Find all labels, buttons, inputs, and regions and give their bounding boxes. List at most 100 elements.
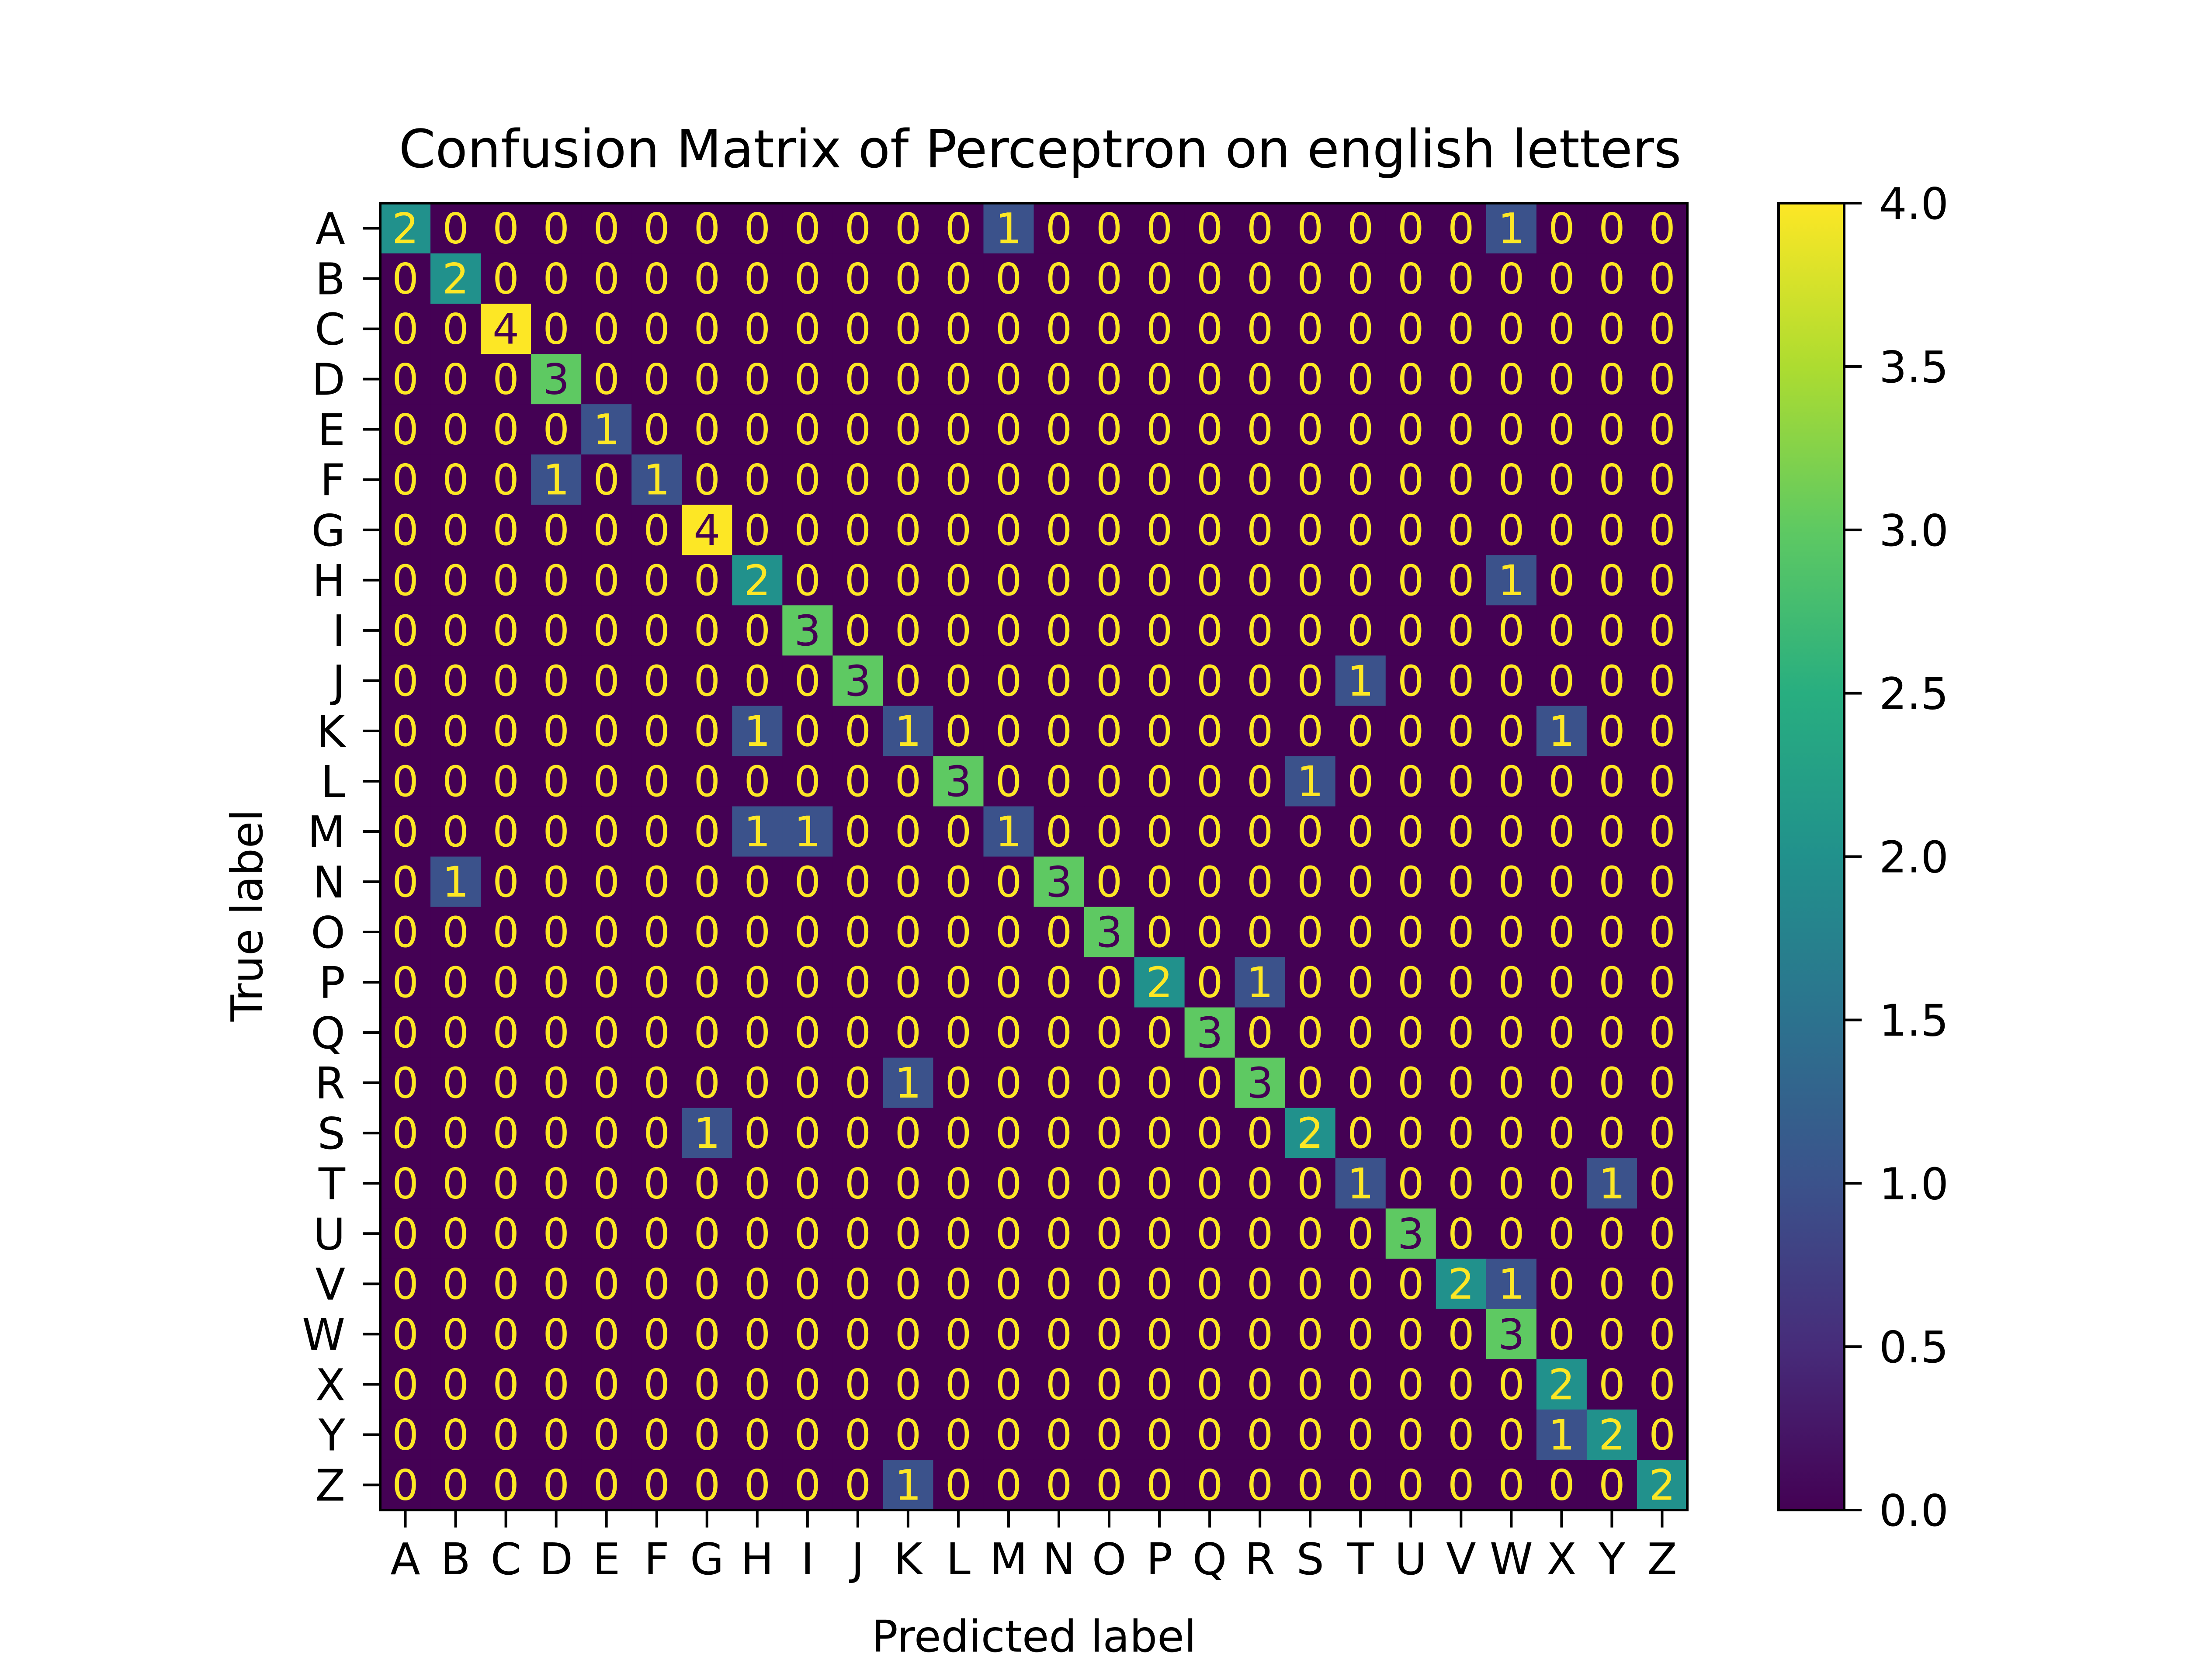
x-tick-label: G bbox=[690, 1534, 724, 1585]
heatmap-cell bbox=[1285, 555, 1336, 606]
heatmap-cell bbox=[1084, 756, 1135, 807]
cell-value: 0 bbox=[593, 305, 620, 354]
cell-value: 0 bbox=[543, 807, 569, 856]
cell-value: 0 bbox=[1146, 1209, 1173, 1258]
heatmap-cell bbox=[933, 454, 984, 505]
cell-value: 0 bbox=[1247, 1008, 1273, 1057]
heatmap-cell bbox=[1285, 1258, 1336, 1309]
cell-value: 0 bbox=[392, 1410, 419, 1459]
cell-value: 0 bbox=[1347, 556, 1374, 605]
heatmap-cell bbox=[1586, 1409, 1637, 1460]
x-tick-label: X bbox=[1547, 1534, 1577, 1585]
heatmap-cell bbox=[1184, 304, 1235, 354]
heatmap-cell bbox=[782, 1108, 833, 1159]
heatmap-cell bbox=[1034, 1108, 1085, 1159]
heatmap-cell bbox=[933, 555, 984, 606]
cell-value: 0 bbox=[1347, 858, 1374, 907]
heatmap-cell bbox=[1335, 655, 1386, 706]
cell-value: 0 bbox=[392, 1461, 419, 1510]
heatmap-cell bbox=[1586, 1007, 1637, 1058]
heatmap-cell bbox=[1084, 1108, 1135, 1159]
heatmap-cell bbox=[682, 1007, 732, 1058]
cell-value: 0 bbox=[1045, 908, 1072, 957]
heatmap-cell bbox=[1536, 756, 1587, 807]
cell-value: 0 bbox=[643, 204, 670, 253]
heatmap-cell bbox=[531, 1007, 582, 1058]
cell-value: 0 bbox=[1297, 556, 1324, 605]
heatmap-cell bbox=[732, 1108, 783, 1159]
cell-value: 0 bbox=[1247, 1461, 1273, 1510]
cell-value: 0 bbox=[442, 707, 469, 756]
heatmap-cell bbox=[832, 957, 883, 1008]
heatmap-cell bbox=[933, 253, 984, 304]
heatmap-cell bbox=[481, 655, 531, 706]
cell-value: 0 bbox=[593, 1461, 620, 1510]
heatmap-cell bbox=[1486, 907, 1537, 958]
heatmap-cell bbox=[380, 505, 431, 555]
cell-value: 0 bbox=[1247, 1310, 1273, 1359]
heatmap-cell bbox=[1134, 1208, 1185, 1259]
cell-value: 0 bbox=[1096, 958, 1123, 1007]
heatmap-cell bbox=[782, 1057, 833, 1108]
cell-value: 0 bbox=[593, 858, 620, 907]
cell-value: 0 bbox=[1448, 255, 1474, 304]
cell-value: 0 bbox=[1548, 1008, 1575, 1057]
heatmap-cell bbox=[631, 454, 682, 505]
heatmap-cell bbox=[782, 806, 833, 857]
heatmap-cell bbox=[883, 957, 934, 1008]
cell-value: 0 bbox=[995, 405, 1022, 454]
heatmap-cell bbox=[531, 706, 582, 757]
cell-value: 0 bbox=[1197, 1059, 1223, 1108]
cell-value: 1 bbox=[1599, 1159, 1625, 1208]
heatmap-cell bbox=[380, 1258, 431, 1309]
cell-value: 1 bbox=[1347, 1159, 1374, 1208]
heatmap-cell bbox=[933, 505, 984, 555]
cell-value: 0 bbox=[995, 1008, 1022, 1057]
heatmap-cell bbox=[983, 505, 1034, 555]
cell-value: 0 bbox=[1247, 1109, 1273, 1158]
heatmap-cell bbox=[1436, 1108, 1487, 1159]
heatmap-cell bbox=[1385, 706, 1436, 757]
cell-value: 1 bbox=[1498, 1260, 1525, 1309]
heatmap-cell bbox=[1637, 806, 1688, 857]
cell-value: 0 bbox=[392, 858, 419, 907]
heatmap-cell bbox=[732, 856, 783, 908]
cell-value: 0 bbox=[593, 657, 620, 706]
cell-value: 0 bbox=[1398, 908, 1424, 957]
colorbar-tick-label: 0.5 bbox=[1879, 1322, 1949, 1373]
heatmap-cell bbox=[1385, 1359, 1436, 1410]
x-tick-label: U bbox=[1395, 1534, 1427, 1585]
cell-value: 0 bbox=[492, 556, 519, 605]
heatmap-cell bbox=[430, 1409, 481, 1460]
heatmap-cell bbox=[1486, 1409, 1537, 1460]
heatmap-cell bbox=[1235, 354, 1286, 405]
cell-value: 0 bbox=[995, 1209, 1022, 1258]
heatmap-cell bbox=[732, 1409, 783, 1460]
cell-value: 0 bbox=[1096, 305, 1123, 354]
heatmap-cell bbox=[1637, 605, 1688, 656]
heatmap-cell bbox=[481, 555, 531, 606]
cell-value: 0 bbox=[744, 958, 770, 1007]
heatmap-cell bbox=[832, 756, 883, 807]
heatmap-cell bbox=[581, 1158, 632, 1209]
cell-value: 1 bbox=[1297, 757, 1324, 806]
heatmap-cell bbox=[481, 1057, 531, 1108]
heatmap-cell bbox=[531, 253, 582, 304]
cell-value: 0 bbox=[794, 757, 821, 806]
heatmap-cell bbox=[1235, 1057, 1286, 1108]
heatmap-cell bbox=[1184, 253, 1235, 304]
cell-value: 3 bbox=[543, 355, 569, 404]
cell-value: 0 bbox=[1096, 1410, 1123, 1459]
cell-value: 0 bbox=[643, 1209, 670, 1258]
cell-value: 0 bbox=[945, 1260, 971, 1309]
heatmap-cell bbox=[682, 1258, 732, 1309]
cell-value: 0 bbox=[1448, 606, 1474, 655]
cell-value: 0 bbox=[1548, 1159, 1575, 1208]
cell-value: 0 bbox=[1498, 255, 1525, 304]
cell-value: 1 bbox=[1498, 556, 1525, 605]
cell-value: 0 bbox=[1146, 908, 1173, 957]
heatmap-cell bbox=[1134, 404, 1185, 455]
cell-value: 0 bbox=[895, 1360, 921, 1409]
cell-value: 0 bbox=[643, 1310, 670, 1359]
heatmap-cell bbox=[782, 404, 833, 455]
